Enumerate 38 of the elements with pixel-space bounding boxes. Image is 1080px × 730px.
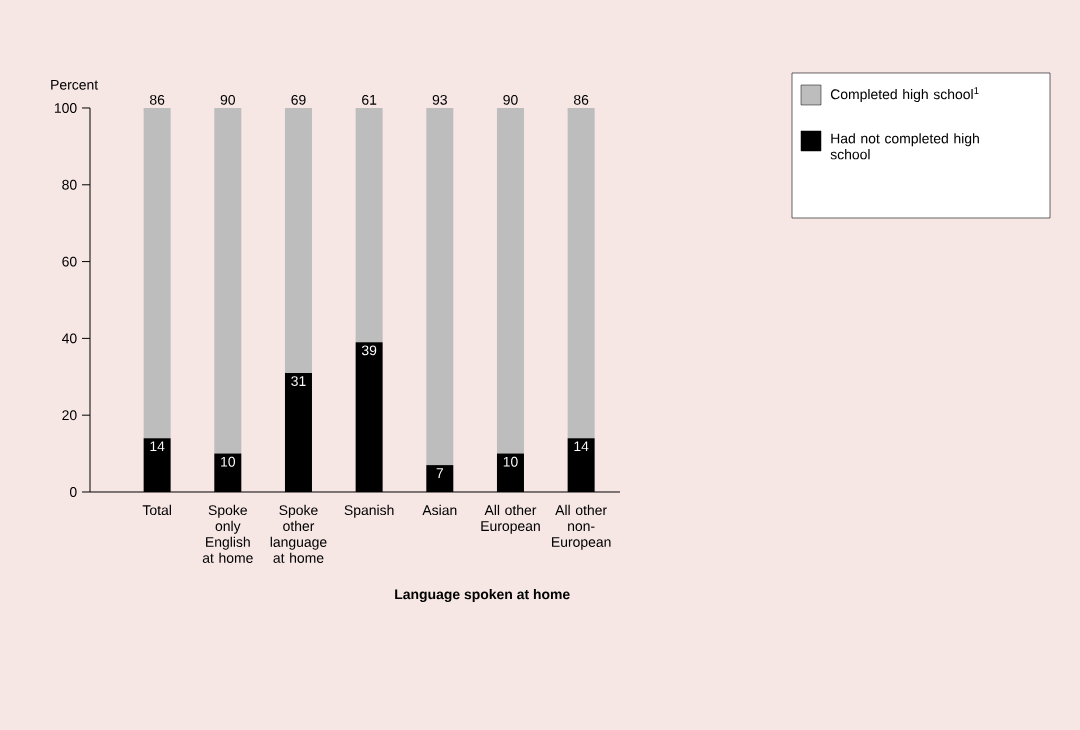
y-tick-label: 80 [62,179,77,190]
x-tick-label: Spanish [344,504,394,518]
data-label: 14 [574,441,589,452]
data-label: 90 [220,94,236,105]
data-label: 86 [149,94,165,105]
data-label: 93 [432,94,447,105]
y-tick-label: 20 [62,410,77,421]
data-label: 69 [291,94,306,105]
x-tick-label: All other European [481,504,540,534]
x-tick-label: Spoke only English at home [202,504,253,563]
data-label: 7 [436,468,443,478]
x-axis-title: Language spoken at home [395,588,570,603]
bar [355,107,383,343]
bar [284,107,312,373]
data-label: 61 [362,94,377,105]
data-label: 86 [573,94,589,105]
bar [426,107,454,466]
y-axis-title: Percent [51,79,99,90]
x-tick-label: Total [142,504,171,516]
y-tick-label: 0 [69,487,77,497]
x-tick-label: All other non-European [552,504,611,550]
bar [496,107,524,454]
y-tick-label: 100 [54,103,77,113]
y-tick-label: 60 [62,256,77,267]
bar [567,107,595,439]
data-label: 10 [221,456,236,467]
data-label: 39 [361,345,377,356]
legend-label: Completed high school$^{1}$ [830,87,979,102]
legend-label: Had not completed high school [830,133,979,160]
data-label: 31 [291,376,306,387]
bar [143,107,171,439]
data-label: 14 [150,441,165,452]
x-tick-label: Spoke other language at home [270,504,327,563]
data-label: 90 [503,94,518,105]
y-tick-label: 40 [61,333,77,344]
bar [214,107,242,454]
x-tick-label: Asian [422,504,457,516]
data-label: 10 [503,456,518,467]
